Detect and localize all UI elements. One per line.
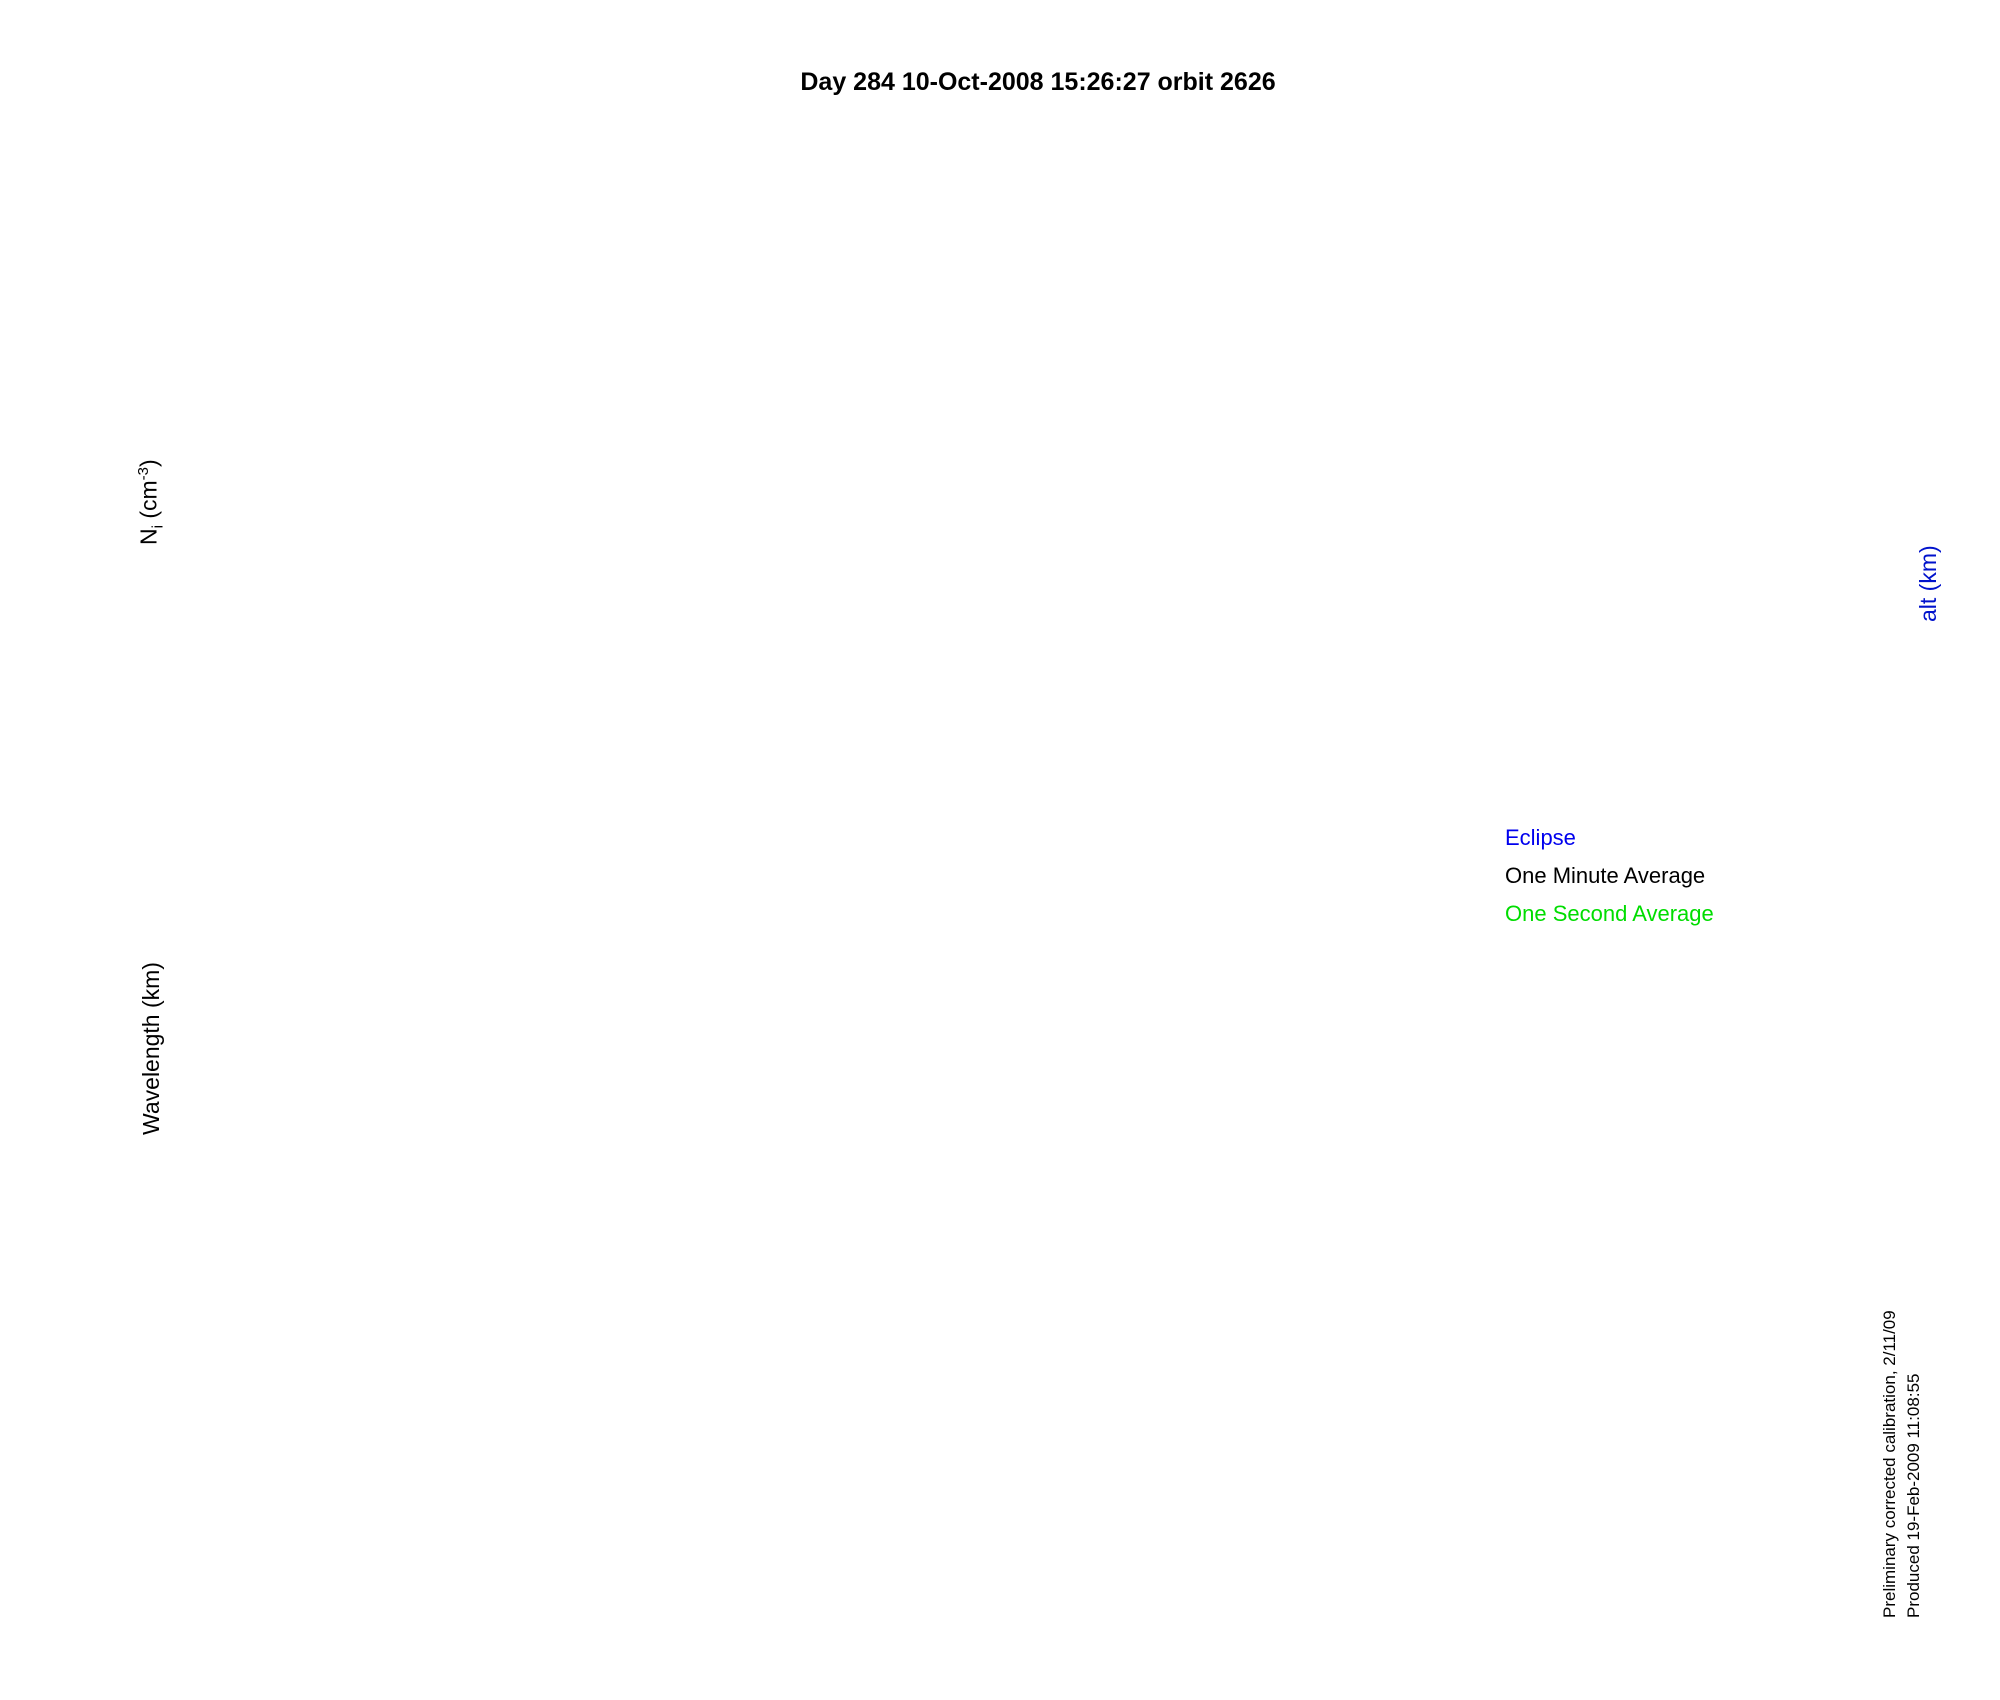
- note-line-2: Produced 19-Feb-2009 11:08:55: [1904, 1373, 1923, 1618]
- legend-one-minute-average: One Minute Average: [1505, 863, 1706, 888]
- legend-one-second-average: One Second Average: [1505, 901, 1714, 926]
- page-title: Day 284 10-Oct-2008 15:26:27 orbit 2626: [800, 68, 1276, 96]
- altitude-axis-label: alt (km): [1915, 545, 1941, 622]
- production-notes: Preliminary corrected calibration, 2/11/…: [1878, 1273, 1926, 1618]
- density-axis-label: Ni (cm-3): [135, 459, 167, 545]
- wavelength-axis-label: Wavelength (km): [138, 962, 164, 1135]
- note-line-1: Preliminary corrected calibration, 2/11/…: [1880, 1310, 1899, 1618]
- legend-eclipse: Eclipse: [1505, 825, 1576, 850]
